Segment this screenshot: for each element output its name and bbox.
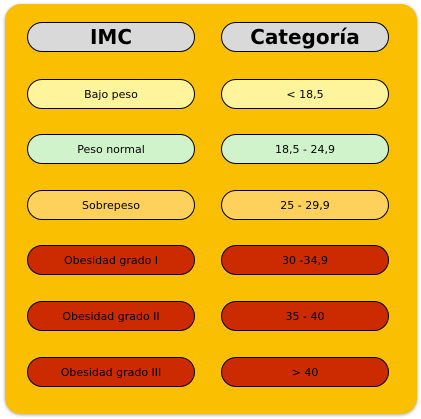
row-range-obesidad-1: 30 -34,9 <box>221 245 389 275</box>
row-label-bajo-peso: Bajo peso <box>27 79 195 109</box>
row-range-obesidad-2: 35 - 40 <box>221 301 389 331</box>
row-range-sobrepeso: 25 - 29,9 <box>221 190 389 220</box>
bmi-table-card: IMC Categoría Bajo peso < 18,5 Peso norm… <box>5 4 417 414</box>
row-label-obesidad-3: Obesidad grado III <box>27 357 195 387</box>
row-label-sobrepeso: Sobrepeso <box>27 190 195 220</box>
row-range-obesidad-3: > 40 <box>221 357 389 387</box>
row-label-peso-normal: Peso normal <box>27 134 195 164</box>
row-label-obesidad-2: Obesidad grado II <box>27 301 195 331</box>
imc-header: IMC <box>27 22 195 52</box>
row-label-obesidad-1: Obesidad grado I <box>27 245 195 275</box>
row-range-peso-normal: 18,5 - 24,9 <box>221 134 389 164</box>
categoria-header: Categoría <box>221 22 389 52</box>
row-range-bajo-peso: < 18,5 <box>221 79 389 109</box>
